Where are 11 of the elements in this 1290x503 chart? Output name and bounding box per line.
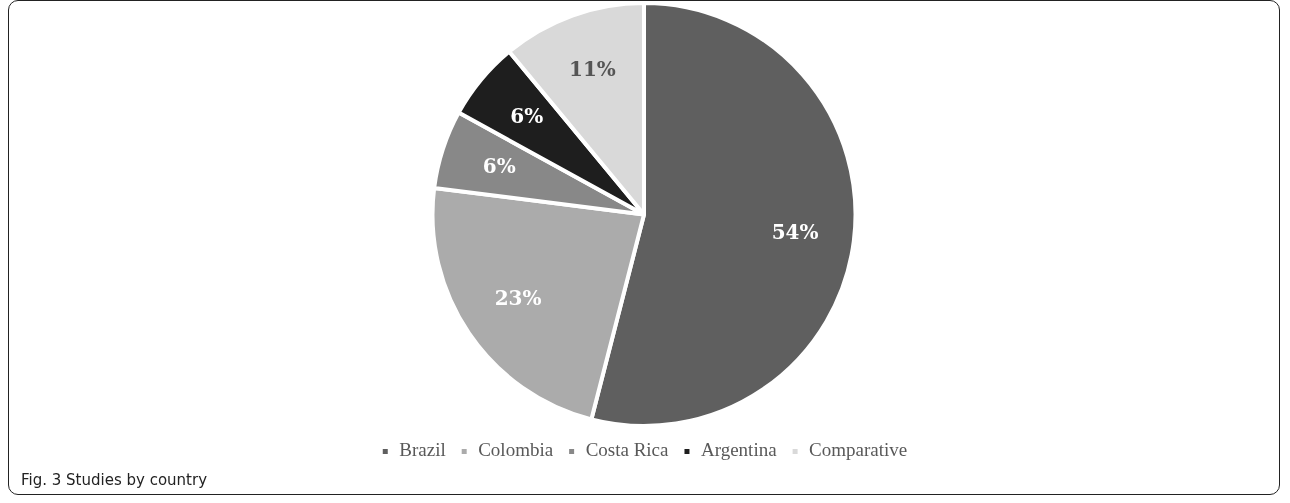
legend-label: Brazil — [399, 439, 446, 461]
data-label: 6% — [482, 153, 516, 178]
data-label: 54% — [771, 219, 819, 244]
caption: Fig. 3 Studies by country — [21, 471, 208, 489]
data-label: 11% — [569, 57, 616, 82]
data-label: 23% — [494, 286, 542, 311]
legend-label: Argentina — [700, 439, 778, 461]
legend-label: Costa Rica — [585, 439, 670, 461]
data-label: 6% — [510, 103, 544, 128]
legend-label: Comparative — [809, 439, 908, 461]
legend-label: Colombia — [478, 439, 554, 461]
